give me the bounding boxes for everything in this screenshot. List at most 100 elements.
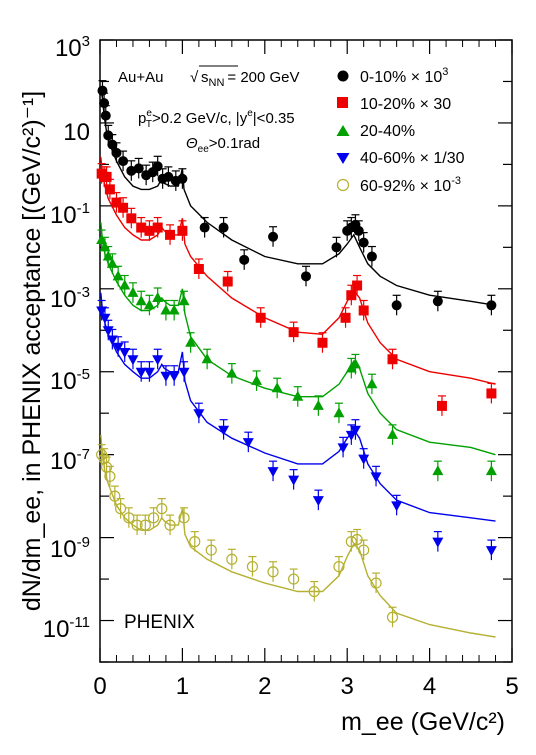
- data-point: [111, 142, 122, 163]
- y-tick-label: 10-11: [43, 614, 90, 643]
- marker-circle: [432, 296, 443, 307]
- marker-square: [340, 312, 351, 323]
- data-point: [111, 191, 122, 213]
- marker-open-circle: [178, 512, 190, 524]
- data-point: [222, 270, 233, 292]
- marker-triangle-up: [168, 304, 180, 315]
- y-tick-label: 10: [63, 119, 90, 146]
- pt-cut-label: pe T>0.2 GeV/c, |ye|<0.35: [138, 108, 295, 130]
- data-point: [178, 361, 190, 382]
- marker-square: [126, 213, 137, 224]
- marker-triangle-up: [106, 257, 118, 268]
- data-point: [301, 265, 311, 287]
- data-point: [104, 465, 116, 487]
- marker-circle: [111, 147, 122, 158]
- data-point: [353, 220, 364, 241]
- marker-triangle-down: [349, 425, 361, 436]
- data-point: [106, 328, 118, 350]
- marker-circle: [391, 300, 402, 311]
- marker-square: [111, 197, 122, 208]
- data-point: [267, 460, 279, 482]
- data-point: [177, 220, 188, 241]
- data-point: [218, 419, 230, 440]
- data-point: [312, 489, 324, 511]
- marker-open-circle: [139, 519, 151, 531]
- data-point: [386, 606, 399, 628]
- data-point: [160, 365, 172, 386]
- data-point: [114, 498, 127, 519]
- marker-triangle-up: [102, 250, 114, 261]
- marker-triangle-down: [345, 430, 357, 441]
- data-point: [135, 290, 147, 312]
- data-point: [333, 555, 345, 577]
- data-point: [271, 377, 283, 399]
- marker-triangle-up: [201, 353, 213, 364]
- legend-label: 60-92% × 10-3: [360, 175, 461, 195]
- data-point: [218, 216, 229, 238]
- data-point: [101, 166, 112, 187]
- y-axis-title: dN/dm_ee, in PHENIX acceptance [(GeV/c²)…: [18, 91, 46, 611]
- marker-square: [104, 184, 115, 195]
- marker-triangle-down: [485, 546, 497, 557]
- data-point: [135, 361, 147, 382]
- marker-open-circle: [345, 536, 357, 548]
- y-tick-labels: 10-11 10-9 10-7 10-5 10-3 10-1 10 103: [43, 33, 90, 643]
- data-point: [387, 348, 398, 370]
- data-point: [131, 514, 143, 536]
- data-point: [432, 460, 444, 482]
- data-point: [143, 294, 155, 316]
- marker-triangle-up: [226, 367, 238, 378]
- model-curve: [100, 222, 496, 456]
- data-point: [178, 507, 190, 528]
- data-point: [136, 216, 147, 238]
- marker-circle: [133, 163, 144, 174]
- data-point: [246, 555, 259, 577]
- marker-triangle-up: [432, 465, 444, 476]
- marker-triangle-up: [160, 304, 172, 315]
- marker-triangle-up: [178, 295, 190, 306]
- x-tick-label: 0: [93, 673, 106, 700]
- legend-entry: 40-60% × 1/30: [336, 150, 465, 167]
- marker-open-circle: [131, 519, 143, 531]
- annotation-block: Au+Au √ sNN = 200 GeV pe T>0.2 GeV/c, |ye|…: [118, 65, 300, 633]
- marker-triangle-up: [366, 378, 378, 389]
- data-point: [118, 150, 129, 172]
- data-point: [97, 80, 108, 101]
- data-point: [119, 341, 131, 362]
- marker-circle: [366, 251, 377, 262]
- data-point: [358, 299, 369, 321]
- marker-triangle-down: [106, 335, 118, 346]
- marker-open-circle: [246, 560, 259, 573]
- data-point: [98, 448, 110, 469]
- model-curve: [100, 292, 496, 522]
- data-point: [391, 494, 403, 516]
- data-point: [109, 485, 121, 507]
- marker-square: [152, 222, 163, 233]
- marker-triangle-up: [112, 270, 124, 281]
- marker-square: [288, 327, 299, 338]
- marker-circle: [331, 242, 342, 253]
- data-point: [185, 332, 197, 353]
- marker-circle: [268, 231, 279, 242]
- marker-triangle-up: [135, 295, 147, 306]
- data-point: [152, 348, 164, 370]
- data-point: [366, 373, 378, 395]
- data-point: [156, 498, 168, 519]
- marker-triangle-down: [432, 537, 444, 548]
- model-curve: [100, 90, 496, 306]
- legend-marker-circle: [337, 70, 349, 82]
- model-curve: [100, 157, 496, 385]
- marker-open-circle: [386, 611, 399, 623]
- data-point: [267, 561, 279, 582]
- marker-open-circle: [114, 503, 127, 515]
- data-point: [387, 424, 399, 445]
- data-point: [251, 370, 263, 391]
- data-point: [168, 299, 180, 321]
- legend-label: 40-60% × 1/30: [360, 150, 465, 167]
- data-point: [168, 365, 180, 386]
- data-point: [292, 386, 304, 407]
- marker-circle: [353, 225, 364, 236]
- data-point: [391, 294, 402, 316]
- marker-open-circle: [147, 512, 160, 524]
- marker-open-circle: [308, 585, 320, 598]
